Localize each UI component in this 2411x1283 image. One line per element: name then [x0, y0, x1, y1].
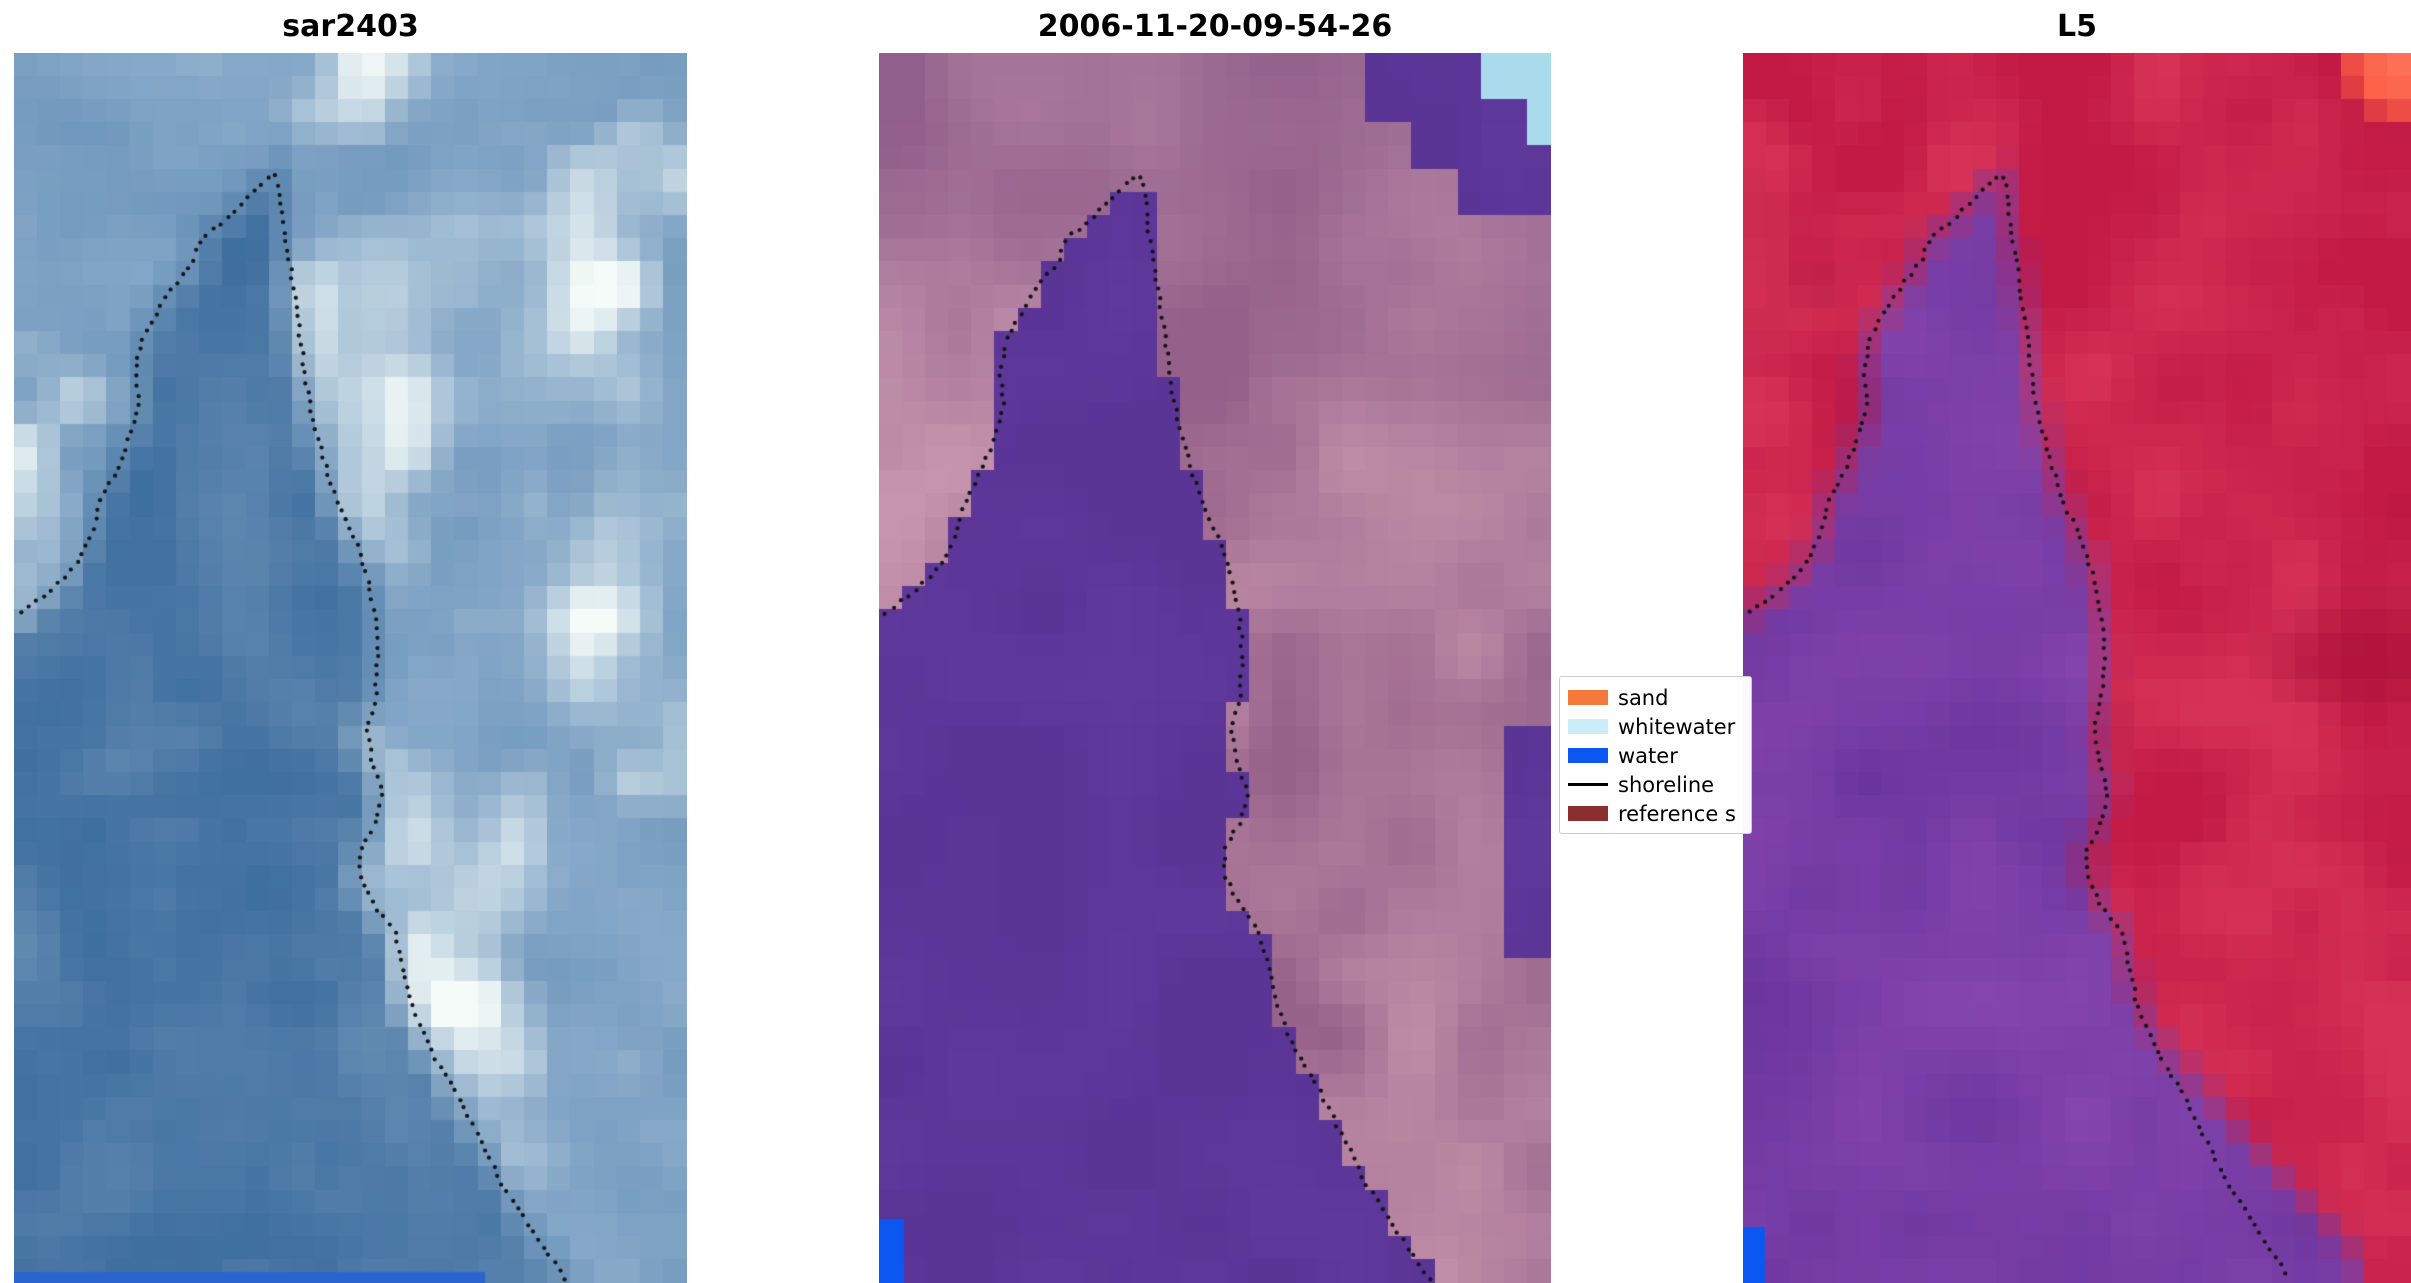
legend-entry-whitewater: whitewater [1568, 712, 1743, 741]
legend-entry-water: water [1568, 741, 1743, 770]
legend-label-whitewater: whitewater [1618, 714, 1736, 739]
water-swatch [1568, 748, 1608, 763]
legend-label-shoreline: shoreline [1618, 772, 1715, 797]
legend-label-reference-s: reference s [1618, 801, 1736, 826]
sar-image-canvas [14, 53, 687, 1283]
reference-s-swatch [1568, 806, 1608, 821]
legend-entry-reference-s: reference s [1568, 799, 1743, 828]
legend-entry-shoreline: shoreline [1568, 770, 1743, 799]
classified-image-canvas [879, 53, 1551, 1283]
legend-entry-sand: sand [1568, 683, 1743, 712]
legend-label-sand: sand [1618, 685, 1669, 710]
panel-title-timestamp: 2006-11-20-09-54-26 [1037, 9, 1393, 44]
legend: sand whitewater water shoreline reference s [1559, 676, 1752, 834]
whitewater-swatch [1568, 719, 1608, 734]
legend-label-water: water [1618, 743, 1678, 768]
panel-title-sar2403: sar2403 [282, 9, 419, 44]
panel-title-l5: L5 [2057, 9, 2097, 44]
sand-swatch [1568, 690, 1608, 705]
shoreline-line-swatch [1568, 783, 1608, 786]
l5-image-canvas [1743, 53, 2411, 1283]
